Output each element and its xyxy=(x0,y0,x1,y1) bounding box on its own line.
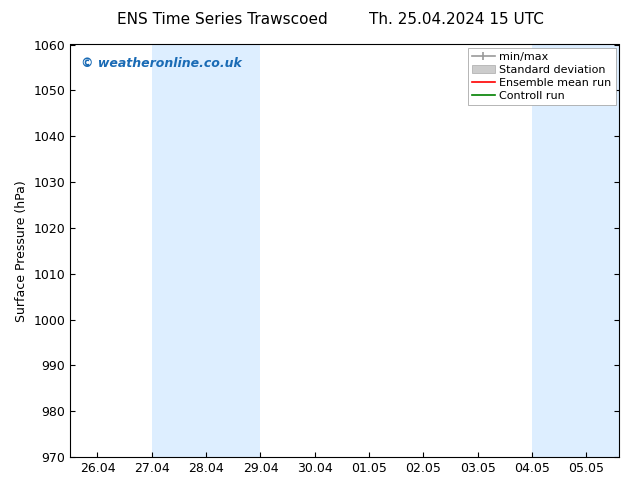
Legend: min/max, Standard deviation, Ensemble mean run, Controll run: min/max, Standard deviation, Ensemble me… xyxy=(468,48,616,105)
Bar xyxy=(532,45,619,457)
Bar xyxy=(152,45,261,457)
Y-axis label: Surface Pressure (hPa): Surface Pressure (hPa) xyxy=(15,180,28,322)
Text: © weatheronline.co.uk: © weatheronline.co.uk xyxy=(81,57,242,70)
Text: ENS Time Series Trawscoed: ENS Time Series Trawscoed xyxy=(117,12,327,27)
Text: Th. 25.04.2024 15 UTC: Th. 25.04.2024 15 UTC xyxy=(369,12,544,27)
